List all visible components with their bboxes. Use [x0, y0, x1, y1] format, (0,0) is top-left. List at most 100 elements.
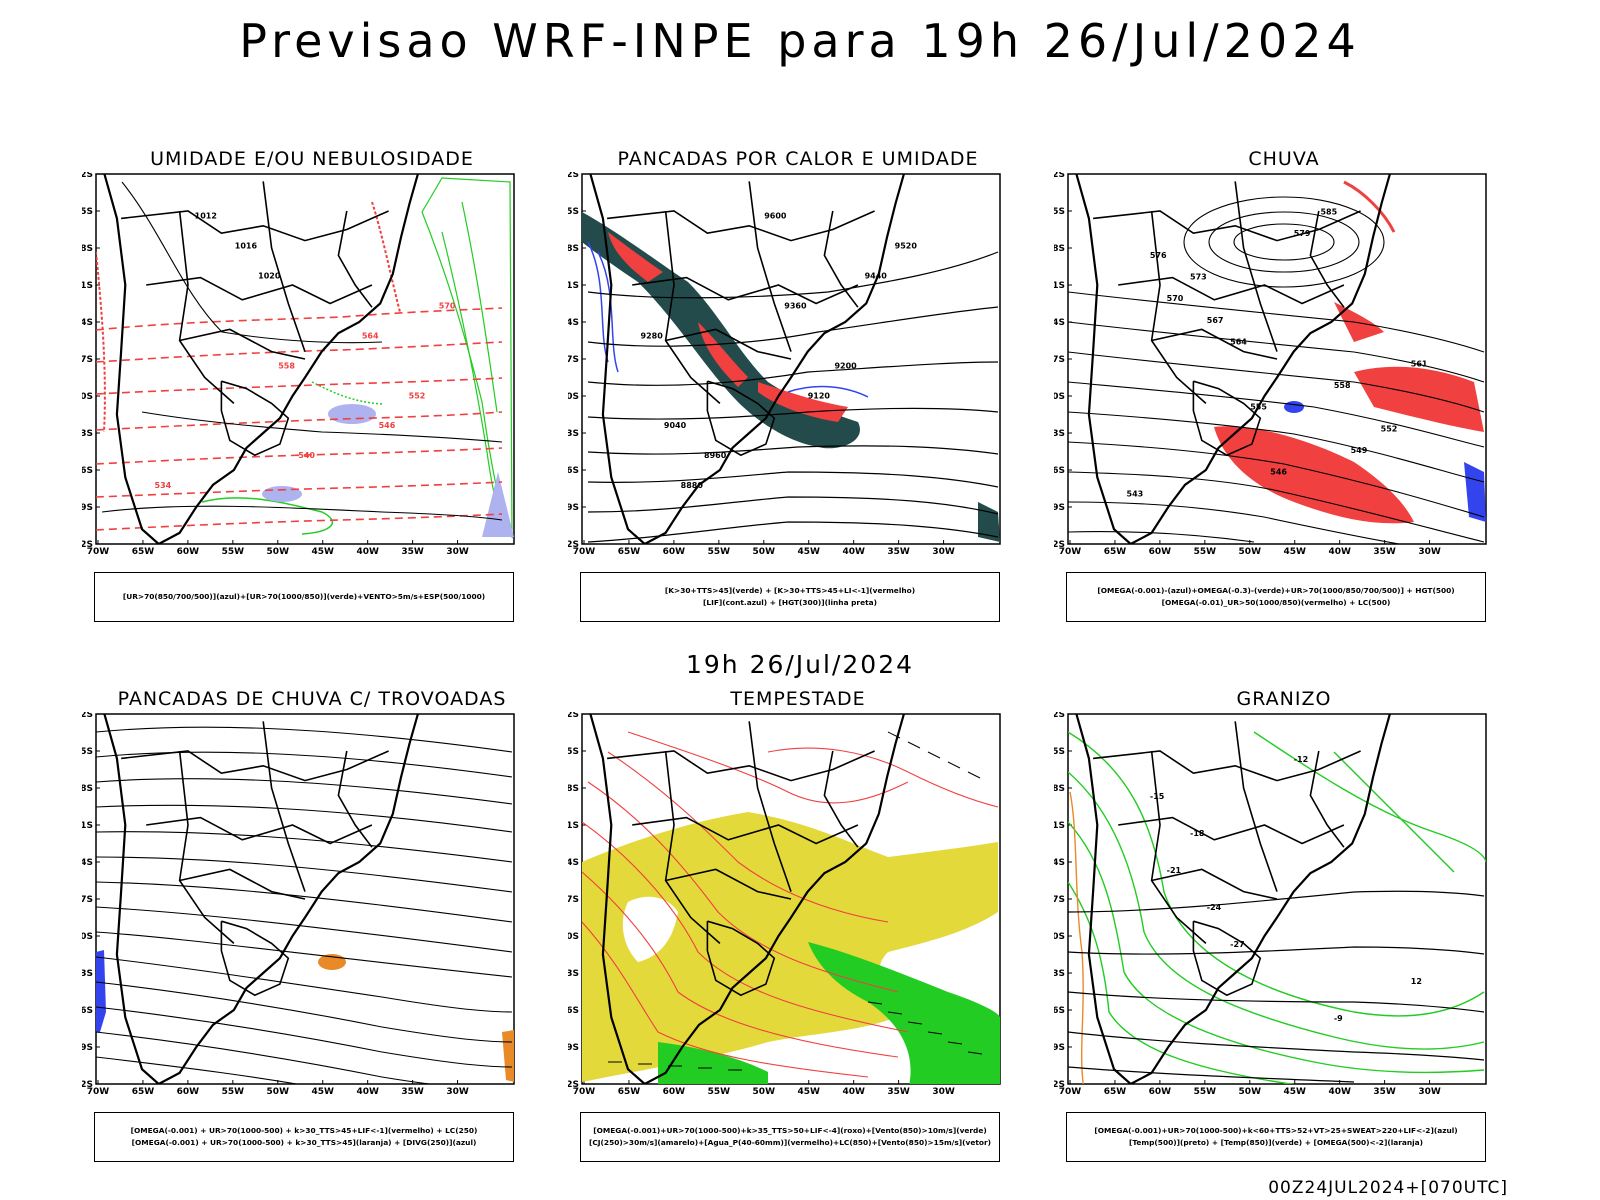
state-border [1192, 380, 1262, 457]
lat-tick-label: 21S [1054, 821, 1065, 831]
lat-tick-label: 30S [1054, 932, 1065, 942]
state-border [748, 721, 792, 892]
lat-tick-label: 33S [1054, 429, 1065, 439]
lon-tick-label: 65W [618, 547, 641, 557]
panel-umidade: UMIDADE E/OU NEBULOSIDADE 12S 15S 18S 21S 24… [82, 148, 542, 628]
state-border [665, 328, 792, 360]
lat-tick-label: 24S [1054, 318, 1065, 328]
contour-label: 576 [1150, 251, 1167, 260]
lat-tick-label: 42S [1054, 540, 1065, 550]
contour-label: 1016 [235, 242, 258, 251]
overlay-shading [96, 177, 514, 540]
country-borders [103, 714, 419, 1084]
lon-tick-label: 60W [1149, 547, 1172, 557]
lat-tick-label: 12S [568, 172, 579, 180]
contour-label: 9280 [641, 331, 664, 340]
lon-tick-label: 45W [312, 547, 335, 557]
legend-line: [OMEGA(-0.001)+UR>70(1000-500)+k<60+TTS>… [1094, 1126, 1458, 1135]
state-border [262, 721, 306, 892]
lon-tick-label: 50W [753, 547, 776, 557]
lon-tick-label: 45W [1284, 547, 1307, 557]
legend-box: [OMEGA(-0.001)+UR>70(1000-500)+k<60+TTS>… [1066, 1112, 1486, 1162]
state-border [748, 181, 792, 352]
contour-label: 549 [1351, 446, 1368, 455]
lat-tick-label: 36S [568, 466, 579, 476]
lon-tick-label: 70W [573, 1087, 596, 1097]
country-borders [589, 174, 905, 544]
lon-tick-label: 65W [618, 1087, 641, 1097]
contours-red-streamlines [582, 731, 999, 1078]
lon-tick-label: 50W [267, 547, 290, 557]
state-border [220, 380, 290, 457]
panel-chuva: CHUVA 12S 15S 18S 21S 24S 27S 30S 33S 36S 39S 42S … [1054, 148, 1514, 628]
lat-tick-label: 21S [1054, 281, 1065, 291]
lon-tick-label: 50W [1239, 1087, 1262, 1097]
lon-tick-label: 30W [446, 1087, 469, 1097]
overlay-shading [582, 812, 1000, 1084]
lat-tick-label: 24S [82, 858, 93, 868]
contours-green [1068, 731, 1486, 1084]
lon-tick-label: 35W [401, 547, 424, 557]
coastline [1075, 714, 1391, 1084]
legend-line: [Temp(500)](preto) + [Temp(850)](verde) … [1128, 1138, 1424, 1147]
state-border [823, 750, 859, 848]
lon-tick-label: 50W [267, 1087, 290, 1097]
state-border [146, 276, 373, 305]
lon-tick-label: 40W [842, 547, 865, 557]
lon-tick-label: 30W [1418, 547, 1441, 557]
contour-label: 564 [362, 331, 379, 340]
contour-label: 9440 [865, 271, 888, 280]
lon-tick-label: 45W [798, 1087, 821, 1097]
lat-tick-label: 12S [82, 712, 93, 720]
contour-label: 561 [1411, 359, 1428, 368]
lat-tick-label: 36S [1054, 466, 1065, 476]
legend-line: [UR>70(850/700/500)](azul)+[UR>70(1000/8… [122, 592, 486, 601]
main-title: Previsao WRF-INPE para 19h 26/Jul/2024 [239, 14, 1361, 68]
contour-label: 552 [1381, 424, 1398, 433]
contour-label: 558 [1334, 381, 1351, 390]
lon-tick-label: 35W [887, 1087, 910, 1097]
map-tempestade: 12S 15S 18S 21S 24S 27S 30S 33S 36S 39S 42S 70W 65W… [568, 712, 1001, 1097]
lon-tick-label: 30W [446, 547, 469, 557]
state-border [1093, 750, 1361, 782]
state-border [664, 210, 721, 404]
lon-tick-label: 40W [356, 1087, 379, 1097]
state-border [823, 210, 859, 308]
lon-tick-label: 55W [1194, 1087, 1217, 1097]
coastline [1075, 174, 1391, 544]
legend-line: [OMEGA(-0.001) + UR>70(1000-500) + k>30_… [130, 1126, 478, 1135]
lon-tick-label: 55W [708, 547, 731, 557]
lon-tick-label: 45W [1284, 1087, 1307, 1097]
lon-tick-label: 60W [663, 1087, 686, 1097]
panel-title: TEMPESTADE [730, 688, 866, 710]
state-border [121, 210, 389, 242]
lon-tick-label: 65W [1104, 547, 1127, 557]
contours-streamlines [96, 726, 513, 1084]
lat-tick-label: 33S [1054, 969, 1065, 979]
lat-tick-label: 30S [568, 392, 579, 402]
lat-tick-label: 42S [82, 1080, 93, 1090]
contour-label: 570 [439, 301, 456, 310]
lat-tick-label: 12S [1054, 712, 1065, 720]
lat-tick-label: 27S [1054, 355, 1065, 365]
state-border [220, 920, 290, 997]
contour-label: -12 [1294, 755, 1308, 764]
lat-tick-label: 21S [568, 821, 579, 831]
contour-label: 573 [1190, 273, 1207, 282]
lat-tick-label: 18S [1054, 244, 1065, 254]
state-border [1118, 276, 1345, 305]
lat-tick-label: 12S [1054, 172, 1065, 180]
lat-tick-label: 36S [82, 1006, 93, 1016]
lon-tick-label: 35W [401, 1087, 424, 1097]
contour-label: 9200 [834, 361, 857, 370]
state-border [632, 816, 859, 845]
lat-tick-label: 24S [568, 858, 579, 868]
lon-tick-label: 70W [87, 1087, 110, 1097]
contour-label: 9120 [808, 391, 831, 400]
contour-label: 546 [379, 421, 396, 430]
country-borders [103, 174, 419, 544]
state-border [337, 210, 373, 308]
country-borders [1075, 714, 1391, 1084]
lon-tick-label: 50W [753, 1087, 776, 1097]
lat-tick-label: 21S [568, 281, 579, 291]
